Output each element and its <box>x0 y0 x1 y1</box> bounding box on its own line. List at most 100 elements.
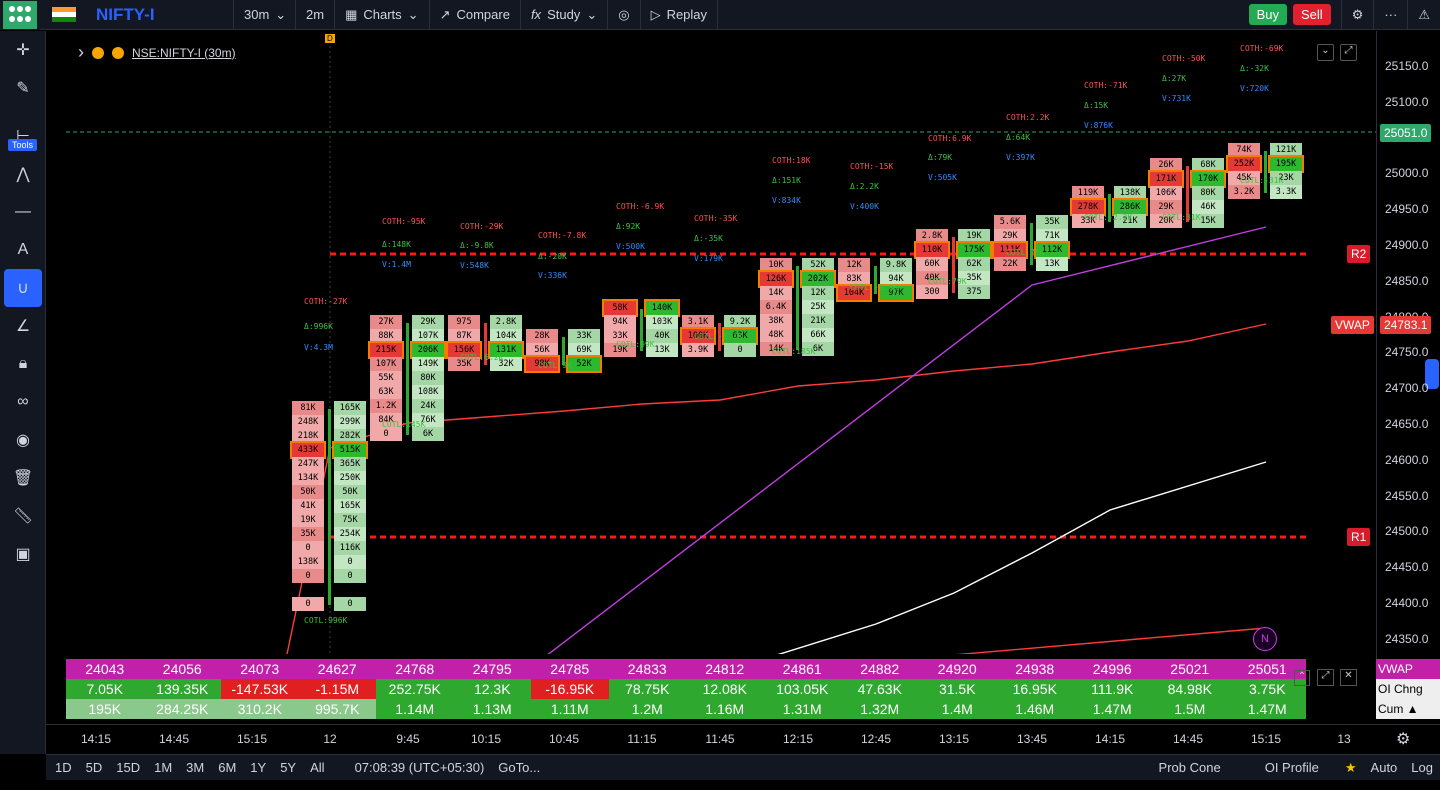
annotation-cotl: COTL:-31K <box>1240 176 1284 185</box>
annotation-cotl: COTL:-3.1K <box>850 283 899 292</box>
link-tool[interactable]: ∞ <box>0 383 46 421</box>
more-button[interactable]: ··· <box>1374 0 1409 30</box>
candle-body <box>1264 151 1267 193</box>
sell-button[interactable]: Sell <box>1293 4 1331 25</box>
text-tool[interactable]: A <box>0 231 46 269</box>
ask-cell: 149K <box>412 357 444 371</box>
annotation-vol: V:4.3M <box>304 343 333 352</box>
compare-button[interactable]: ↗ Compare <box>430 0 521 30</box>
range-button[interactable]: 15D <box>116 760 141 775</box>
replay-button[interactable]: ▷ Replay <box>641 0 719 30</box>
ask-cell: 170K <box>1190 170 1226 188</box>
interval-select[interactable]: 30m ⌄ <box>234 0 296 30</box>
chart-canvas[interactable]: 81K 165K 248K 299K 218K 282K 433K 515K 247K 365K 1… <box>46 31 1376 654</box>
table-cell: 24996 <box>1092 661 1132 677</box>
range-button[interactable]: 5D <box>85 760 103 775</box>
range-button[interactable]: 1D <box>55 760 72 775</box>
bid-cell: 134K <box>292 471 324 485</box>
hide-icon: ▣ <box>15 546 31 563</box>
line-icon: — <box>15 203 31 220</box>
camera-button[interactable]: ◎ <box>608 0 641 30</box>
range-button[interactable]: 3M <box>186 760 205 775</box>
bid-cell: 0 <box>370 427 402 441</box>
table-cell: 24785 <box>550 661 590 677</box>
delete-tool[interactable]: 🗑︎ <box>0 459 46 497</box>
range-button[interactable]: 6M <box>218 760 237 775</box>
crosshair-tool[interactable]: ✛ <box>0 31 46 69</box>
auto-button[interactable]: Auto <box>1370 760 1398 775</box>
annotation-delta: Δ:64K <box>1006 133 1031 142</box>
symbol-search[interactable]: NIFTY-I <box>84 0 234 30</box>
bid-cell: 156K <box>446 341 482 359</box>
hide-tool[interactable]: ▣ <box>0 535 46 573</box>
time-label: 9:45 <box>396 732 420 746</box>
pen-tool[interactable]: ✎ <box>0 69 46 107</box>
ask-cell: 52K <box>566 355 602 373</box>
table-collapse-button[interactable]: ⌃ <box>1294 670 1310 686</box>
ruler-tool[interactable]: 📏︎ <box>0 497 46 535</box>
table-cell: 25021 <box>1170 661 1210 677</box>
range-button[interactable]: 1Y <box>250 760 267 775</box>
bid-cell: 0 <box>292 569 324 583</box>
news-badge[interactable]: N <box>1253 627 1277 651</box>
ask-cell: 13K <box>1036 257 1068 271</box>
symbol-legend[interactable]: NSE:NIFTY-I (30m) <box>132 45 236 60</box>
ask-cell: 282K <box>334 429 366 443</box>
time-axis[interactable]: ⚙ 14:15 14:45 15:15 12 9:45 10:15 10:45 11:15 11… <box>46 724 1440 752</box>
range-button[interactable]: 1M <box>154 760 173 775</box>
ask-cell: 138K <box>1114 186 1146 200</box>
table-cell: 25051 <box>1247 661 1287 677</box>
app-logo[interactable] <box>0 0 40 30</box>
r1-tag: R1 <box>1347 528 1371 546</box>
india-flag-icon <box>52 6 76 23</box>
table-cell: 103.05K <box>763 679 841 699</box>
bid-cell: 87K <box>448 329 480 343</box>
right-collapse-handle[interactable] <box>1425 359 1439 389</box>
collapse-chevron-icon[interactable]: › <box>78 42 84 62</box>
bid-cell: 33K <box>604 329 636 343</box>
price-label: 24550.0 <box>1385 488 1429 503</box>
range-button[interactable]: All <box>310 760 325 775</box>
maximize-panel-button[interactable]: ⤢ <box>1340 44 1357 61</box>
lock-tool[interactable]: 🔒︎ <box>0 345 46 383</box>
range-button[interactable]: 5Y <box>280 760 297 775</box>
lock-icon: 🔒︎ <box>18 355 28 372</box>
bid-cell: 126K <box>758 270 794 288</box>
bid-cell: 0 <box>292 541 324 555</box>
more-icon: ··· <box>1384 7 1398 22</box>
annotation-vol: V:397K <box>1006 153 1035 162</box>
log-button[interactable]: Log <box>1411 760 1433 775</box>
prob-cone-button[interactable]: Prob Cone <box>1158 760 1221 775</box>
replay-interval[interactable]: 2m <box>296 0 336 30</box>
ask-cell: 108K <box>412 385 444 399</box>
table-expand-button[interactable]: ⤢ <box>1317 669 1334 686</box>
pattern-tool[interactable]: ⋀ <box>0 155 46 193</box>
oi-profile-button[interactable]: OI Profile <box>1264 760 1319 775</box>
time-label: 13:45 <box>1016 732 1048 746</box>
study-menu[interactable]: fx Study ⌄ <box>521 0 609 30</box>
collapse-panel-button[interactable]: ⌄ <box>1317 44 1334 61</box>
bid-cell: 41K <box>292 499 324 513</box>
table-cell: 1.32M <box>841 699 919 719</box>
goto-button[interactable]: GoTo... <box>498 760 541 775</box>
axis-settings-icon[interactable]: ⚙ <box>1396 731 1411 748</box>
charts-menu[interactable]: ▦ Charts ⌄ <box>335 0 430 30</box>
alert-button[interactable]: ⚠ <box>1408 0 1440 30</box>
ask-cell: 165K <box>334 401 366 415</box>
magnet-icon: ∪ <box>17 280 29 297</box>
visibility-tool[interactable]: ◉ <box>0 421 46 459</box>
annotation-delta: Δ:27K <box>1162 74 1187 83</box>
price-label: 24600.0 <box>1385 452 1429 467</box>
chevron-down-icon: ⌄ <box>275 6 287 22</box>
annotation-vol: V:1.4M <box>382 260 411 269</box>
star-icon[interactable]: ★ <box>1344 759 1357 775</box>
measure-tool[interactable]: — <box>0 193 46 231</box>
settings-button[interactable]: ⚙ <box>1340 0 1375 30</box>
bid-cell: 26K <box>1150 158 1182 172</box>
table-cell: 1.46M <box>996 699 1074 719</box>
brush-tool[interactable]: ∠ <box>0 307 46 345</box>
magnet-tool[interactable]: ∪ <box>4 269 42 307</box>
buy-button[interactable]: Buy <box>1248 4 1287 25</box>
bid-cell: 215K <box>368 341 404 359</box>
table-close-button[interactable]: ✕ <box>1340 669 1357 686</box>
